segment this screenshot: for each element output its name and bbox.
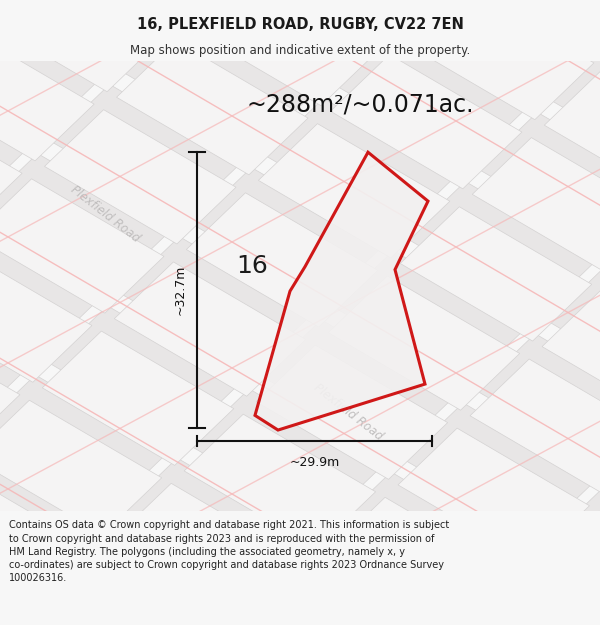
Polygon shape (544, 69, 600, 203)
Polygon shape (260, 541, 451, 625)
Polygon shape (474, 555, 600, 625)
Polygon shape (550, 43, 600, 177)
Polygon shape (326, 498, 517, 625)
Polygon shape (409, 0, 600, 94)
Polygon shape (468, 581, 600, 625)
Polygon shape (49, 306, 240, 440)
Text: 16: 16 (236, 254, 268, 278)
Polygon shape (0, 596, 166, 625)
Polygon shape (472, 138, 600, 272)
Polygon shape (0, 0, 25, 9)
Polygon shape (46, 528, 238, 625)
Polygon shape (476, 334, 600, 468)
Polygon shape (44, 109, 236, 244)
Polygon shape (0, 513, 24, 625)
Polygon shape (0, 71, 28, 205)
Polygon shape (0, 0, 166, 92)
Polygon shape (115, 262, 306, 396)
Polygon shape (188, 611, 379, 625)
Polygon shape (47, 0, 238, 22)
Polygon shape (0, 0, 172, 66)
Text: 16, PLEXFIELD ROAD, RUGBY, CV22 7EN: 16, PLEXFIELD ROAD, RUGBY, CV22 7EN (137, 17, 463, 32)
Polygon shape (262, 320, 454, 454)
Polygon shape (40, 552, 232, 625)
Polygon shape (0, 400, 162, 534)
Polygon shape (548, 264, 600, 399)
Polygon shape (265, 98, 456, 232)
Text: ~32.7m: ~32.7m (174, 265, 187, 316)
Polygon shape (478, 112, 600, 247)
Polygon shape (50, 84, 242, 219)
Polygon shape (475, 0, 600, 51)
Polygon shape (398, 428, 589, 562)
Polygon shape (337, 29, 528, 164)
Polygon shape (254, 566, 445, 625)
Polygon shape (255, 152, 428, 430)
Text: ~288m²/~0.071ac.: ~288m²/~0.071ac. (246, 92, 474, 116)
Polygon shape (0, 539, 17, 625)
Polygon shape (118, 458, 310, 592)
Polygon shape (400, 207, 592, 341)
Polygon shape (112, 483, 304, 618)
Polygon shape (121, 237, 312, 371)
Polygon shape (0, 375, 168, 509)
Polygon shape (0, 96, 22, 230)
Polygon shape (0, 317, 20, 451)
Text: Plexfield Road: Plexfield Road (68, 183, 142, 245)
Text: Plexfield Road: Plexfield Road (311, 381, 385, 443)
Polygon shape (0, 469, 90, 604)
Polygon shape (116, 41, 308, 175)
Polygon shape (546, 486, 600, 620)
Polygon shape (332, 472, 523, 606)
Polygon shape (0, 26, 94, 161)
Polygon shape (260, 0, 452, 36)
Polygon shape (256, 345, 448, 479)
Text: ~29.9m: ~29.9m (289, 456, 340, 469)
Polygon shape (0, 1, 100, 136)
Polygon shape (406, 181, 598, 316)
Polygon shape (404, 403, 596, 538)
Polygon shape (402, 624, 593, 625)
Polygon shape (194, 0, 386, 81)
Polygon shape (470, 359, 600, 493)
Polygon shape (331, 54, 522, 189)
Polygon shape (403, 0, 594, 119)
Polygon shape (266, 0, 458, 11)
Polygon shape (540, 511, 600, 625)
Polygon shape (188, 0, 380, 106)
Polygon shape (259, 124, 450, 258)
Polygon shape (187, 192, 378, 327)
Polygon shape (122, 15, 314, 149)
Polygon shape (0, 179, 164, 313)
Polygon shape (542, 290, 600, 424)
Polygon shape (328, 276, 520, 410)
Polygon shape (0, 444, 96, 578)
Polygon shape (190, 389, 382, 523)
Polygon shape (0, 292, 26, 426)
Text: Contains OS data © Crown copyright and database right 2021. This information is : Contains OS data © Crown copyright and d… (9, 521, 449, 583)
Polygon shape (0, 222, 98, 357)
Text: Map shows position and indicative extent of the property.: Map shows position and indicative extent… (130, 44, 470, 57)
Polygon shape (0, 622, 160, 625)
Polygon shape (0, 154, 170, 288)
Polygon shape (0, 248, 92, 382)
Polygon shape (184, 414, 376, 549)
Polygon shape (334, 251, 526, 385)
Polygon shape (193, 168, 384, 302)
Polygon shape (42, 331, 234, 466)
